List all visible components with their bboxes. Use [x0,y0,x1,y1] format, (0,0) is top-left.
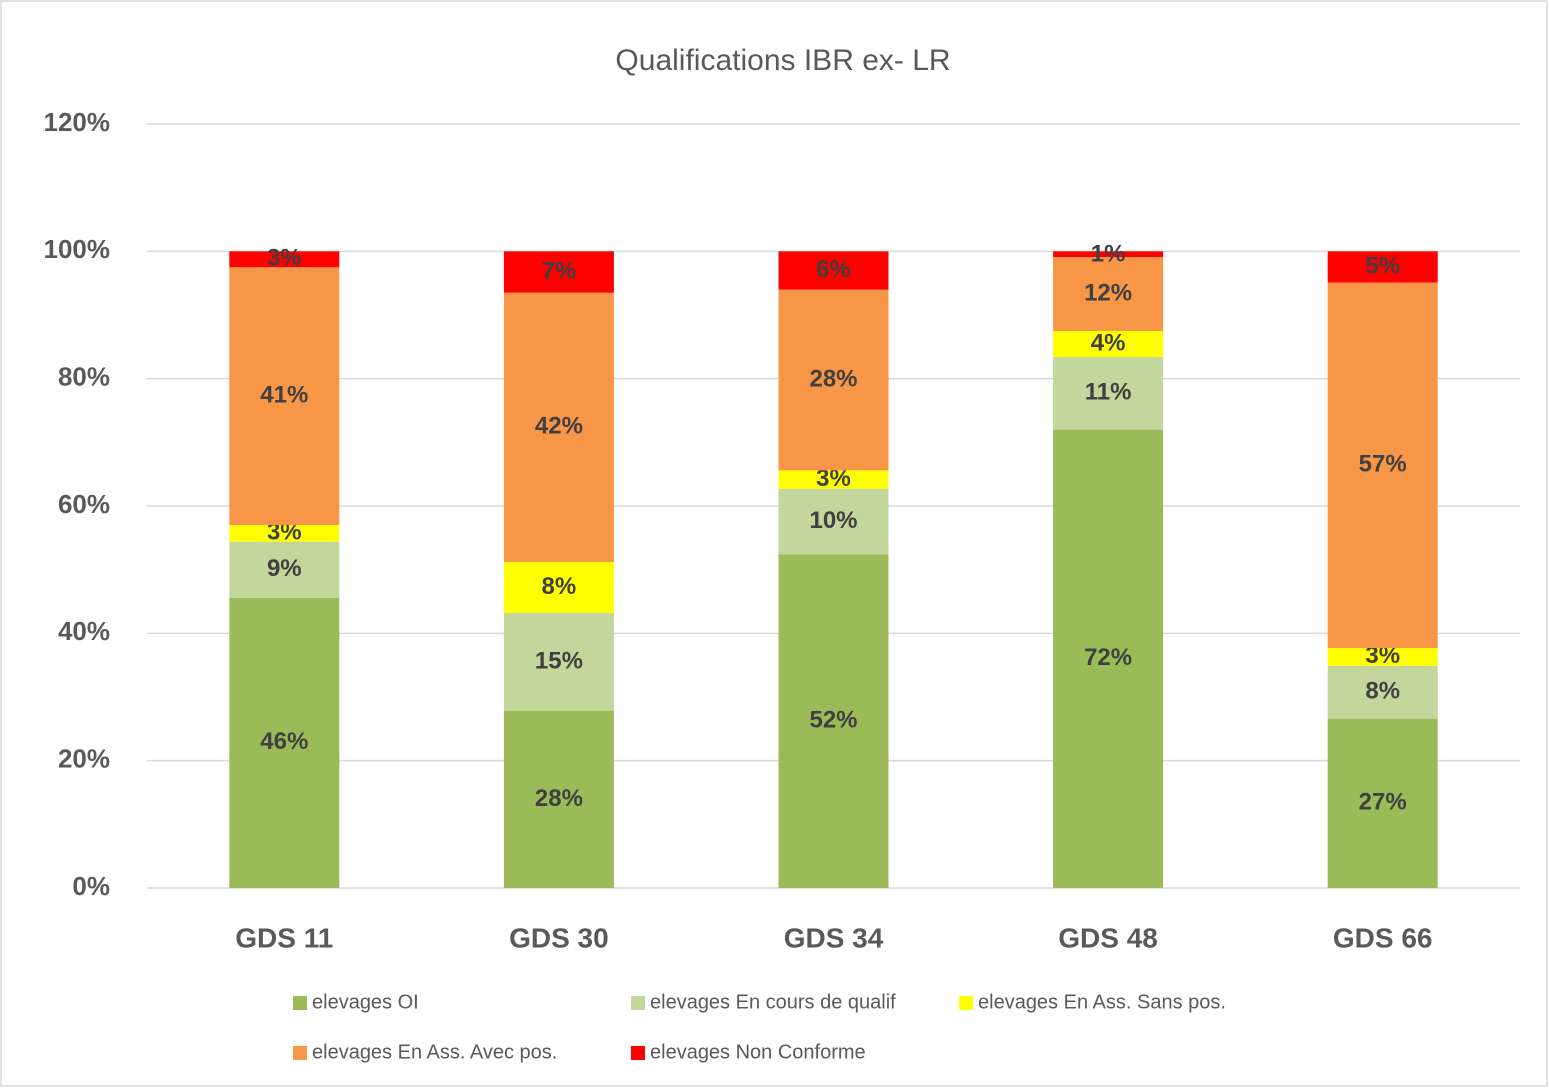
data-label: 11% [1085,379,1132,406]
bar-segment [1327,282,1438,648]
bar-segment [503,562,614,613]
legend-swatch [959,996,973,1010]
data-label: 52% [809,707,857,734]
data-label: 6% [816,256,851,283]
bar-segment [503,292,614,563]
bar-segment [1327,251,1438,283]
chart-title: Qualifications IBR ex- LR [615,44,950,77]
legend-label: elevages OI [312,991,419,1013]
data-label: 72% [1084,644,1132,671]
bar-segment [778,488,889,555]
data-label: 42% [535,413,583,440]
bar-segment [778,554,889,888]
y-tick-label: 40% [58,616,110,646]
x-tick-label: GDS 66 [1333,922,1433,953]
bar-segment [1327,665,1438,719]
data-label: 28% [809,365,857,392]
y-tick-label: 60% [58,489,110,519]
legend-label: elevages En Ass. Sans pos. [978,991,1226,1013]
bar-segment [229,541,340,598]
bar-segment [503,612,614,712]
data-label: 7% [542,257,577,284]
y-tick-label: 80% [58,362,110,392]
data-label: 46% [260,728,308,755]
bar-segment [1053,251,1164,258]
y-tick-label: 100% [44,234,111,264]
data-label: 10% [809,507,857,534]
x-tick-label: GDS 30 [509,922,609,953]
data-label: 4% [1091,329,1126,356]
bar-segment [503,711,614,888]
bar-segment [229,267,340,526]
data-label: 27% [1359,789,1407,816]
bar-segment [1053,257,1164,331]
x-tick-label: GDS 48 [1058,922,1158,953]
data-label: 15% [535,647,583,674]
data-label: 9% [267,555,302,582]
x-tick-label: GDS 34 [784,922,884,953]
data-label: 8% [542,573,577,600]
y-tick-label: 120% [44,107,111,137]
y-tick-label: 0% [72,871,110,901]
x-tick-label: GDS 11 [235,922,333,953]
data-label: 41% [260,382,308,409]
legend-swatch [293,996,307,1010]
bar-segment [1053,330,1164,358]
bar-segment [229,525,340,542]
bar-segment [1053,357,1164,430]
legend-swatch [293,1046,307,1060]
bar-segment [1327,647,1438,666]
legend-label: elevages En Ass. Avec pos. [312,1041,557,1063]
data-label: 8% [1365,678,1400,705]
legend-swatch [631,1046,645,1060]
data-label: 1% [1091,241,1126,268]
bar-segment [229,597,340,888]
bar-segment [1053,429,1164,888]
data-label: 28% [535,785,583,812]
bar-segment [503,251,614,293]
y-tick-label: 20% [58,744,110,774]
bar-segment [778,289,889,471]
legend-label: elevages En cours de qualif [650,991,896,1013]
bar-segment [778,470,889,489]
bar-segment [229,251,340,268]
bar-segment [1327,718,1438,888]
legend-label: elevages Non Conforme [650,1041,866,1063]
data-label: 3% [267,245,302,272]
legend-swatch [631,996,645,1010]
bar-segment [778,251,889,290]
data-label: 57% [1359,451,1407,478]
data-label: 5% [1365,252,1400,279]
data-label: 12% [1084,279,1132,306]
